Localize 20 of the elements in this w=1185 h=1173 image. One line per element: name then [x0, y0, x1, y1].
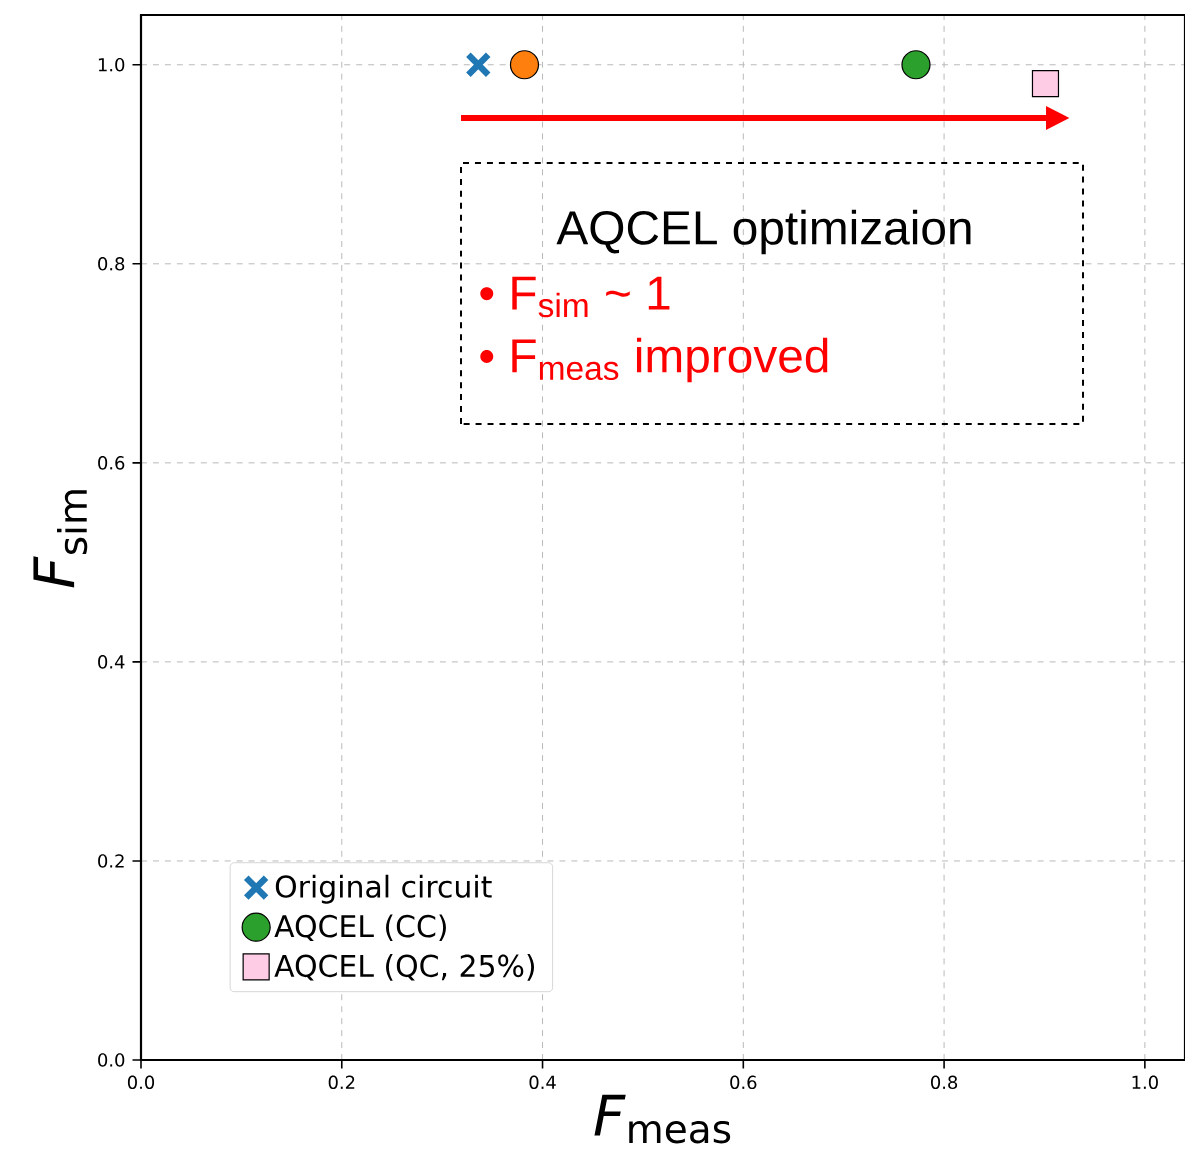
y-tick-label: 0.4 — [98, 655, 125, 669]
x-tick-label: 0.0 — [127, 1075, 155, 1090]
x-tick-label: 0.2 — [328, 1075, 355, 1090]
y-tick-label: 0.2 — [98, 854, 124, 868]
x-tick-label: 1.0 — [1132, 1075, 1158, 1090]
x-tick-label: 0.4 — [529, 1075, 556, 1090]
y-tick-label: 0.0 — [98, 1053, 125, 1067]
annotation: • F$_{sim}$ ~ 1 — [480, 276, 670, 318]
y-axis-title: F$_{sim}$ — [33, 490, 88, 588]
annotation: AQCEL optimizaion — [556, 209, 971, 255]
x-tick-label: 0.6 — [730, 1075, 757, 1090]
x-axis-title: F$_{meas}$ — [594, 1094, 731, 1144]
annotation: • F$_{meas}$ improved — [480, 337, 828, 383]
y-tick-label: 1.0 — [98, 57, 125, 72]
legend-label: AQCEL (QC, 25%) — [274, 954, 535, 981]
legend-label: Original circuit — [275, 874, 492, 904]
y-tick-label: 0.8 — [98, 257, 125, 271]
y-tick-label: 0.6 — [98, 456, 125, 470]
legend-label: AQCEL (CC) — [274, 914, 446, 941]
x-tick-label: 0.8 — [931, 1075, 958, 1090]
